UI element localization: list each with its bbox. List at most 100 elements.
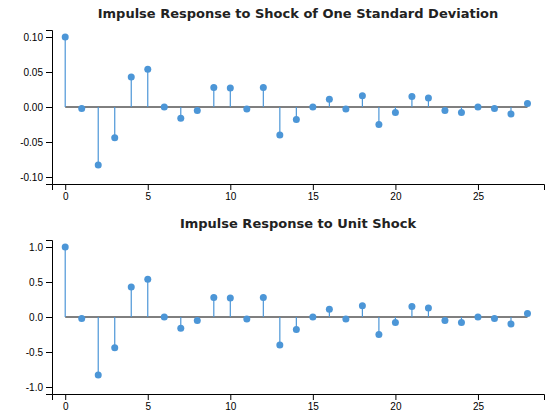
stem-marker <box>128 283 135 290</box>
tick-label: 1.0 <box>29 242 43 253</box>
stem-marker <box>95 162 102 169</box>
tick-mark <box>395 184 396 190</box>
stem-marker <box>408 93 415 100</box>
tick: 1.0 <box>29 242 52 253</box>
axis-line <box>46 31 53 185</box>
tick-label: -0.5 <box>26 347 44 358</box>
tick: 20 <box>390 184 402 202</box>
tick: 15 <box>308 394 320 412</box>
stem <box>98 317 99 375</box>
tick-mark <box>230 184 231 190</box>
tick-mark <box>46 352 52 353</box>
stem-marker <box>342 316 349 323</box>
stem-marker <box>95 372 102 379</box>
stem-marker <box>326 306 333 313</box>
marks <box>62 244 531 379</box>
stem-marker <box>210 84 217 91</box>
stem-marker <box>194 317 201 324</box>
tick-label: 15 <box>308 401 320 412</box>
stem-marker <box>260 84 267 91</box>
stem-marker <box>128 73 135 80</box>
tick: 5 <box>145 394 151 412</box>
tick: -1.0 <box>26 382 52 393</box>
stem-marker <box>392 319 399 326</box>
tick-label: 15 <box>308 191 320 202</box>
tick-mark <box>313 184 314 190</box>
stem-marker <box>78 105 85 112</box>
stem-marker <box>474 314 481 321</box>
tick: 20 <box>390 394 402 412</box>
tick: 5 <box>145 184 151 202</box>
y-axis: -0.10 -0.05 0.00 0.05 0.10 <box>20 31 52 185</box>
tick: 0.00 <box>24 102 52 113</box>
stem-marker <box>276 132 283 139</box>
stem-marker <box>62 244 69 251</box>
tick-mark <box>395 394 396 400</box>
stem-marker <box>111 344 118 351</box>
tick-label: 0.05 <box>24 67 44 78</box>
stem <box>131 287 132 317</box>
stem-marker <box>425 304 432 311</box>
stem-marker <box>326 96 333 103</box>
marks <box>62 34 531 169</box>
stem-marker <box>441 317 448 324</box>
tick: 25 <box>473 394 485 412</box>
stem-marker <box>375 331 382 338</box>
stem-marker <box>293 326 300 333</box>
tick-mark <box>65 184 66 190</box>
x-axis: 0510152025 <box>53 184 545 202</box>
stem-marker <box>441 107 448 114</box>
tick: 0.0 <box>29 312 52 323</box>
stem-marker <box>260 294 267 301</box>
title: Impulse Response to Shock of One Standar… <box>98 6 499 21</box>
stem-marker <box>210 294 217 301</box>
tick-label: 0 <box>63 401 69 412</box>
tick: 15 <box>308 184 320 202</box>
tick: 25 <box>473 184 485 202</box>
stem-marker <box>227 295 234 302</box>
tick-label: -0.05 <box>20 137 43 148</box>
stem-marker <box>458 109 465 116</box>
tick-mark <box>46 177 52 178</box>
tick-label: 10 <box>225 401 237 412</box>
stem-marker <box>309 104 316 111</box>
tick: 0.10 <box>24 32 52 43</box>
stem-marker <box>78 315 85 322</box>
stem-marker <box>144 276 151 283</box>
stem <box>65 37 66 107</box>
tick-label: -0.10 <box>20 172 43 183</box>
stem-marker <box>458 319 465 326</box>
tick: 10 <box>225 394 237 412</box>
stem-marker <box>243 106 250 113</box>
stem-marker <box>309 314 316 321</box>
stem-marker <box>276 342 283 349</box>
stem-marker <box>507 321 514 328</box>
tick: -0.10 <box>20 172 52 183</box>
tick-label: 25 <box>473 191 485 202</box>
stem <box>114 317 115 348</box>
tick: 0.5 <box>29 277 52 288</box>
tick-label: 0.10 <box>24 32 44 43</box>
tick-label: 20 <box>390 191 402 202</box>
stem-marker <box>408 303 415 310</box>
tick-mark <box>46 387 52 388</box>
stem-marker <box>62 34 69 41</box>
tick-mark <box>46 72 52 73</box>
tick-label: 5 <box>145 401 151 412</box>
tick-mark <box>46 107 52 108</box>
stem <box>147 279 148 317</box>
tick-label: 25 <box>473 401 485 412</box>
stem-marker <box>392 109 399 116</box>
tick-mark <box>46 37 52 38</box>
stem-marker <box>425 94 432 101</box>
stem-marker <box>161 104 168 111</box>
stem-marker <box>293 116 300 123</box>
stem-marker <box>177 115 184 122</box>
stem-marker <box>359 302 366 309</box>
y-axis: -1.0 -0.5 0.0 0.5 1.0 <box>26 241 53 395</box>
stem-marker <box>342 106 349 113</box>
stem-marker <box>375 121 382 128</box>
tick-mark <box>148 394 149 400</box>
stem-marker <box>491 315 498 322</box>
tick-label: 0.0 <box>29 312 43 323</box>
